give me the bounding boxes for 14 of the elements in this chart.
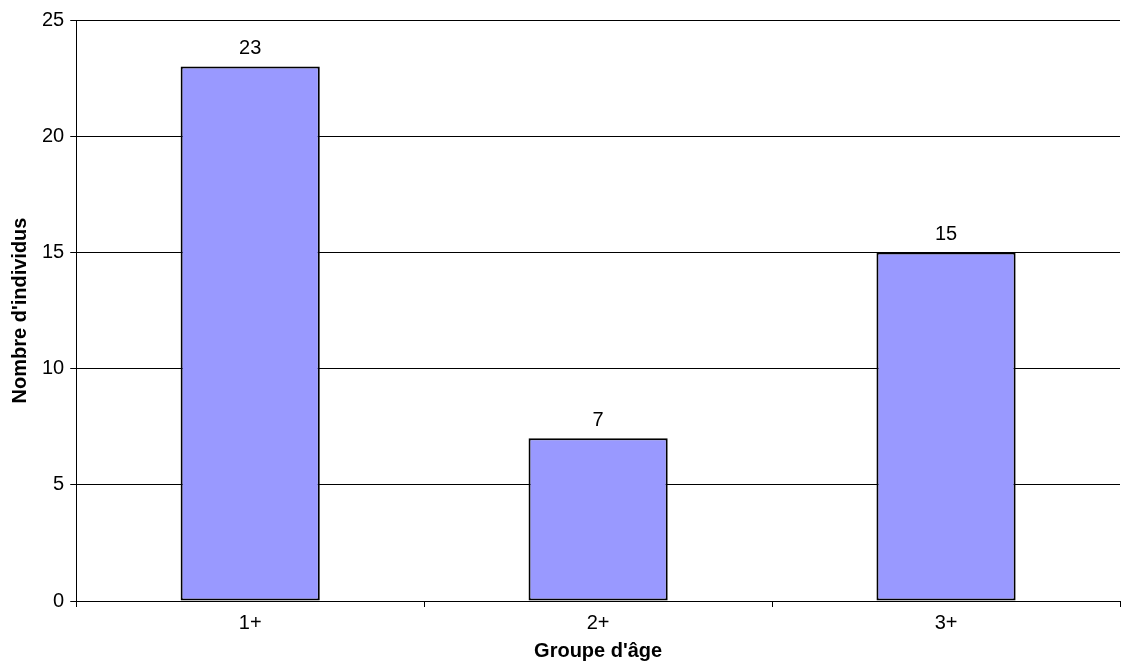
y-tick-label: 0 [53, 588, 65, 611]
x-tick-label: 3+ [934, 610, 958, 633]
y-tick-label: 15 [42, 239, 65, 262]
data-label: 23 [239, 36, 262, 58]
x-axis-title: Groupe d'âge [534, 638, 663, 661]
x-tick-label: 2+ [586, 610, 610, 633]
y-tick-label: 25 [42, 7, 65, 30]
data-label: 15 [934, 221, 958, 244]
y-axis-title: Nombre d'individus [7, 217, 30, 404]
y-tick-label: 20 [42, 123, 65, 146]
y-tick-label: 10 [42, 356, 65, 379]
data-label: 7 [592, 407, 604, 430]
x-tick-label: 1+ [238, 610, 262, 633]
y-tick-label: 5 [53, 472, 65, 495]
